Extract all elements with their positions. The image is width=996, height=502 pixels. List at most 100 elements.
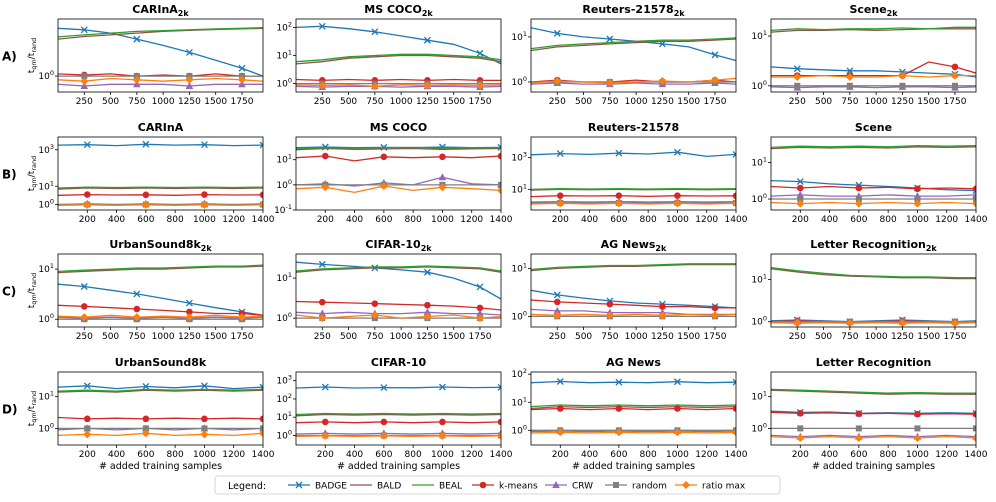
data-point: [84, 191, 91, 198]
x-tick-label: 800: [880, 215, 897, 225]
data-point: [201, 416, 208, 423]
x-tick-label: 200: [79, 215, 96, 225]
series-badge: [58, 141, 266, 148]
y-tick-label: 100: [38, 69, 54, 82]
series-random: [58, 425, 266, 431]
x-tick-label: 250: [789, 97, 806, 107]
data-point: [381, 419, 388, 426]
data-point: [899, 83, 905, 89]
x-tick-label: 250: [314, 332, 331, 342]
y-axis-label: tqm/trand: [27, 156, 38, 191]
x-tick-label: 1750: [469, 332, 492, 342]
series-k-means: [296, 419, 504, 426]
x-tick-label: 250: [76, 97, 93, 107]
x-tick-label: 1000: [666, 215, 689, 225]
x-axis-label: # added training samples: [812, 461, 935, 472]
series-crw: [771, 83, 976, 91]
x-tick-label: 1750: [231, 332, 254, 342]
x-tick-label: 1000: [193, 215, 216, 225]
row-label: B): [2, 168, 17, 182]
subplot-title: CARInA: [138, 121, 184, 134]
y-tick-label: 102: [511, 367, 527, 380]
subplot-title: CIFAR-102k: [365, 238, 432, 253]
x-tick-label: 1250: [178, 97, 201, 107]
x-tick-label: 1000: [865, 97, 888, 107]
x-axis-label: # added training samples: [337, 461, 460, 472]
data-point: [424, 302, 431, 309]
y-tick-label: 101: [511, 395, 527, 408]
series-bald: [58, 266, 263, 273]
data-point: [914, 186, 921, 193]
legend-marker: [480, 482, 487, 489]
x-tick-label: 1200: [695, 215, 718, 225]
x-tick-label: 750: [366, 97, 383, 107]
series-line: [531, 309, 736, 314]
axes-frame: [771, 254, 976, 327]
subplot-title: Letter Recognition2k: [810, 238, 937, 253]
x-tick-label: 400: [346, 215, 363, 225]
y-tick-label: 100: [276, 311, 292, 324]
y-tick-label: 10-1: [274, 203, 292, 216]
x-tick-label: 600: [850, 450, 867, 460]
series-line: [296, 149, 501, 150]
y-tick-label: 101: [276, 49, 292, 62]
series-badge: [531, 149, 739, 157]
legend-label: ratio max: [702, 482, 746, 492]
y-tick-label: 100: [751, 315, 767, 328]
subplot-title: MS COCO: [370, 121, 428, 134]
subplot-title: Scene: [855, 121, 892, 134]
data-point: [439, 419, 446, 426]
x-tick-label: 1500: [917, 97, 940, 107]
x-tick-label: 800: [640, 215, 657, 225]
series-line: [58, 84, 263, 86]
x-tick-label: 1400: [252, 215, 275, 225]
data-point: [847, 83, 853, 89]
legend-label: k-means: [499, 482, 538, 492]
x-tick-label: 500: [102, 97, 119, 107]
y-tick-label: 101: [751, 29, 767, 42]
x-tick-label: 200: [317, 215, 334, 225]
data-point: [554, 299, 561, 306]
x-tick-label: 750: [128, 97, 145, 107]
series-line: [296, 415, 501, 416]
series-line: [58, 28, 263, 37]
data-point: [914, 425, 920, 431]
row-label: A): [2, 50, 17, 64]
x-tick-label: 1000: [906, 215, 929, 225]
x-tick-label: 1750: [704, 97, 727, 107]
subplot-title: CARInA2k: [132, 3, 189, 18]
data-point: [712, 305, 719, 312]
data-point: [952, 64, 959, 71]
x-tick-label: 1200: [695, 450, 718, 460]
data-point: [200, 430, 208, 438]
series-k-means: [296, 77, 501, 84]
series-bald: [296, 149, 501, 150]
x-tick-label: 500: [575, 332, 592, 342]
x-tick-label: 200: [317, 450, 334, 460]
subplot-title: Scene2k: [849, 3, 898, 18]
y-tick-label: 100: [276, 178, 292, 191]
data-point: [201, 191, 208, 198]
x-tick-label: 200: [552, 215, 569, 225]
y-tick-label: 102: [276, 20, 292, 33]
series-beal: [58, 28, 263, 37]
series-line: [58, 266, 263, 273]
subplot-title: AG News2k: [601, 238, 667, 253]
y-tick-label: 101: [751, 390, 767, 403]
series-beal: [531, 189, 736, 190]
x-tick-label: 1200: [935, 215, 958, 225]
y-tick-label: 103: [276, 374, 292, 387]
series-badge: [531, 379, 739, 386]
data-point: [322, 419, 329, 426]
x-tick-label: 400: [821, 215, 838, 225]
x-tick-label: 1400: [725, 450, 748, 460]
x-tick-label: 600: [137, 215, 154, 225]
series-k-means: [771, 410, 979, 418]
